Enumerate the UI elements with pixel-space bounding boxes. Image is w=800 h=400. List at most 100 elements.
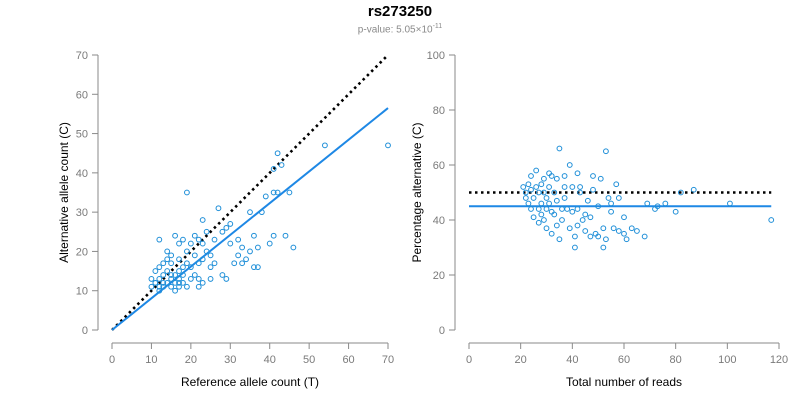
reference-line (111, 54, 389, 331)
y-tick: 60 (433, 160, 455, 172)
data-point (662, 200, 669, 207)
data-point (574, 222, 581, 229)
y-tick-label: 60 (76, 89, 88, 101)
data-point (590, 173, 596, 179)
x-tick-label: 40 (264, 354, 276, 366)
y-tick: 80 (433, 105, 455, 117)
data-point (559, 206, 565, 212)
data-point (600, 225, 607, 232)
data-point (191, 272, 198, 278)
data-point (615, 195, 622, 201)
data-point (595, 203, 602, 210)
data-point (195, 260, 202, 267)
data-point (168, 252, 175, 259)
x-tick-label: 70 (382, 354, 394, 366)
data-point (525, 200, 532, 207)
data-point (180, 236, 186, 243)
y-tick-label: 30 (76, 207, 88, 219)
fit-line (111, 107, 389, 331)
data-point (556, 145, 563, 152)
data-point (184, 248, 190, 255)
x-tick: 20 (515, 343, 527, 366)
data-point (227, 221, 234, 227)
data-point (282, 232, 289, 239)
p-value-exponent: -11 (432, 23, 443, 30)
data-point (644, 200, 651, 207)
y-tick: 50 (76, 129, 98, 141)
data-point (195, 283, 202, 290)
data-point (533, 184, 540, 190)
x-tick-label: 80 (670, 354, 682, 366)
data-point (176, 276, 182, 282)
data-point (239, 244, 246, 251)
data-point (520, 184, 527, 190)
data-point (572, 244, 578, 251)
data-point (621, 230, 627, 237)
data-point (566, 162, 573, 168)
y-tick: 20 (433, 270, 455, 282)
x-tick: 60 (342, 343, 355, 366)
data-point (690, 186, 697, 193)
x-tick: 30 (224, 343, 236, 366)
data-point (164, 279, 171, 286)
data-point (172, 279, 178, 286)
data-point (211, 236, 218, 243)
data-point (199, 279, 206, 286)
data-point (322, 142, 328, 149)
y-tick-label: 20 (433, 270, 445, 282)
data-point (543, 206, 550, 212)
data-point (191, 252, 198, 259)
data-point (553, 175, 560, 182)
data-point (546, 184, 552, 190)
y-tick: 60 (76, 89, 98, 101)
data-point (621, 214, 627, 221)
data-point (164, 248, 171, 255)
x-tick: 20 (185, 343, 197, 366)
y-tick-label: 50 (76, 129, 88, 141)
data-point (587, 214, 594, 221)
p-value-prefix: p-value: (357, 24, 397, 36)
data-point (207, 276, 214, 282)
data-point (577, 189, 583, 196)
x-tick: 120 (770, 343, 788, 366)
y-tick-label: 60 (433, 160, 445, 172)
data-point (672, 208, 679, 215)
y-tick: 40 (433, 215, 455, 227)
data-point (535, 219, 542, 226)
data-point (522, 189, 529, 196)
plot-right: 0 20 40 60 80 100 120 0 20 40 60 80 100 Total number … (410, 50, 788, 389)
data-point (168, 283, 175, 290)
p-value-subtitle: p-value: 5.05×10-11 (0, 23, 800, 35)
data-point (654, 203, 661, 210)
data-point (533, 167, 540, 174)
y-tick: 10 (76, 286, 98, 298)
data-point (587, 233, 594, 240)
data-point (522, 195, 529, 201)
data-point (613, 181, 620, 188)
data-point (251, 232, 257, 239)
data-point (156, 264, 163, 271)
data-point (211, 260, 218, 267)
data-point (608, 200, 614, 207)
data-point (160, 279, 167, 286)
data-point (569, 208, 576, 215)
data-point (564, 206, 571, 212)
data-point (551, 189, 558, 196)
data-point (187, 240, 194, 247)
data-point (528, 186, 534, 193)
data-point (180, 279, 186, 286)
data-point (270, 189, 277, 196)
x-tick-label: 0 (109, 354, 115, 366)
data-point (231, 260, 238, 267)
data-point (538, 211, 545, 218)
data-point (577, 184, 583, 190)
data-point (566, 225, 573, 232)
data-point (528, 173, 534, 179)
data-point (254, 264, 261, 271)
data-point (239, 260, 246, 267)
data-point (608, 208, 614, 215)
data-point (541, 175, 547, 182)
x-tick-label: 10 (145, 354, 157, 366)
data-point (623, 236, 630, 243)
